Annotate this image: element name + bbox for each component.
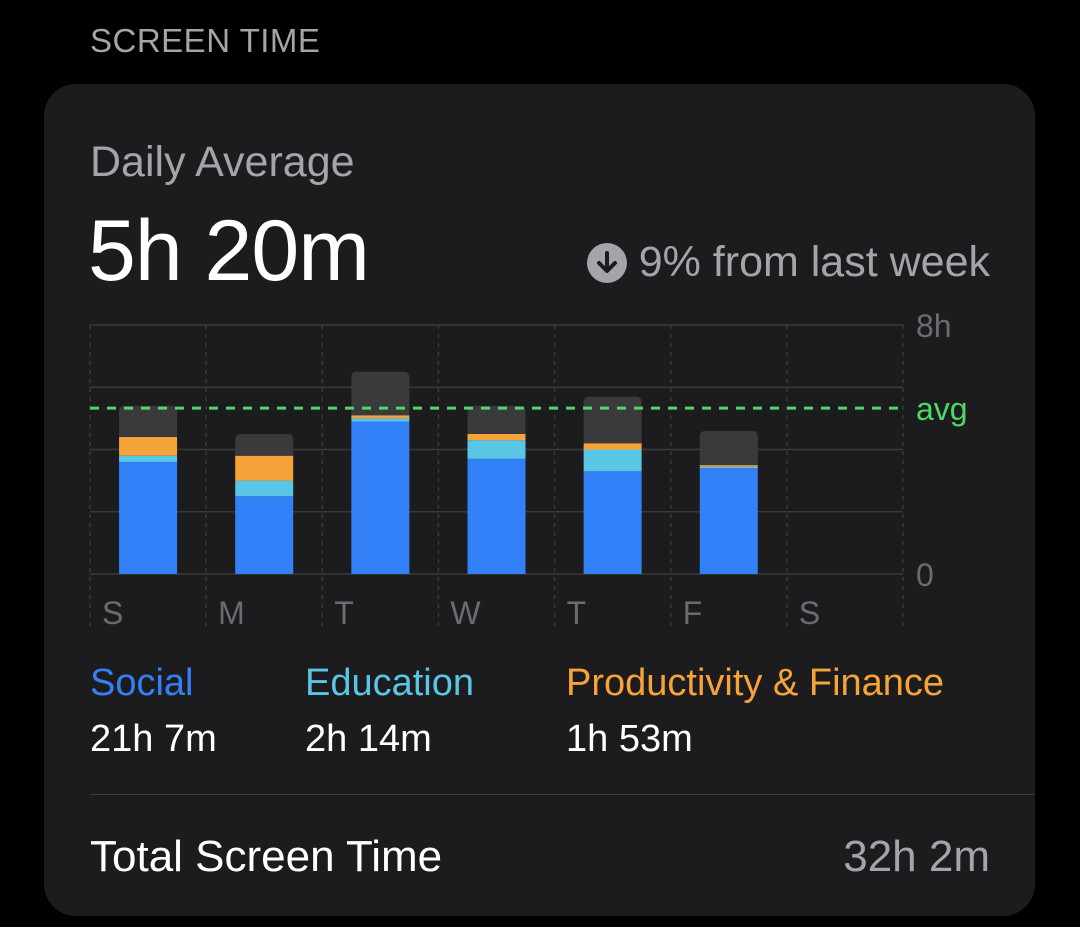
bar-segment-other [351, 371, 410, 416]
day-label: F [683, 595, 703, 631]
bar-segment-productivity [351, 415, 410, 419]
bar-segment-productivity [235, 455, 294, 481]
y-tick-label-zero: 0 [916, 557, 934, 593]
bar-segment-other [583, 396, 642, 444]
bar-segment-social [235, 496, 294, 574]
day-label: W [450, 595, 481, 631]
bar-segment-social [583, 471, 642, 574]
bar-segment-education [699, 466, 758, 469]
bar-segment-social [467, 458, 526, 574]
bar-segment-social [351, 421, 410, 574]
bar-segment-social [699, 468, 758, 574]
legend-value-social: 21h 7m [90, 718, 217, 760]
bar-segment-other [119, 405, 178, 438]
bar-segment-productivity [467, 433, 526, 441]
bar-segment-other [467, 405, 526, 434]
divider [90, 794, 1035, 795]
legend-value-education: 2h 14m [305, 718, 432, 760]
day-label: T [334, 595, 354, 631]
screen-time-card[interactable] [44, 84, 1035, 916]
trend-indicator: 9% from last week [586, 238, 990, 287]
bar-segment-other [235, 433, 294, 456]
daily-average-value: 5h 20m [88, 203, 370, 299]
legend-label-productivity: Productivity & Finance [566, 662, 945, 704]
average-label: avg [916, 391, 968, 427]
day-label: S [102, 595, 123, 631]
total-screen-time-value: 32h 2m [843, 832, 990, 881]
arrow-down-circle-icon [586, 242, 627, 283]
legend-label-education: Education [305, 662, 475, 704]
bar-segment-productivity [119, 437, 178, 456]
bar-segment-productivity [583, 443, 642, 450]
daily-average-label: Daily Average [90, 138, 355, 186]
bar-segment-education [467, 440, 526, 459]
bar-segment-social [119, 461, 178, 574]
section-title: SCREEN TIME [90, 22, 321, 59]
day-label: M [218, 595, 245, 631]
bar-segment-education [583, 449, 642, 472]
bar-segment-education [235, 480, 294, 497]
trend-text: 9% from last week [638, 238, 990, 286]
bar-segment-productivity [699, 465, 758, 467]
day-label: T [567, 595, 587, 631]
bar-segment-education [119, 455, 178, 462]
day-label: S [799, 595, 820, 631]
bar-segment-other [699, 430, 758, 466]
legend-value-productivity: 1h 53m [566, 718, 693, 760]
total-screen-time-label: Total Screen Time [90, 832, 443, 881]
legend-label-social: Social [90, 662, 194, 704]
y-tick-label-max: 8h [916, 308, 952, 344]
bar-segment-education [351, 418, 410, 422]
